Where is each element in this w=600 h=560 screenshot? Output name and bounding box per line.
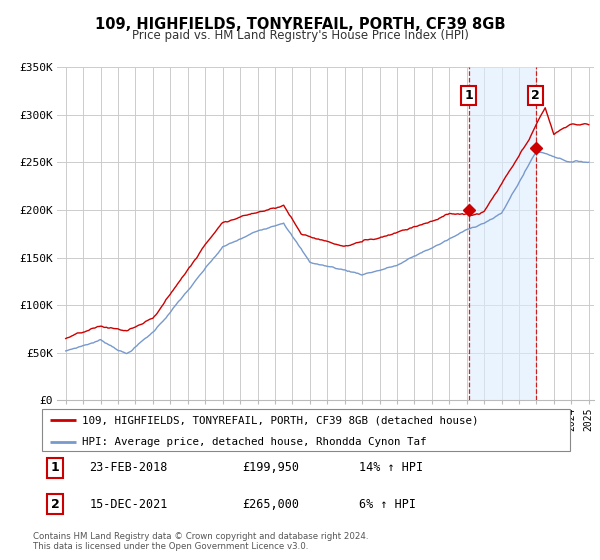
Text: 109, HIGHFIELDS, TONYREFAIL, PORTH, CF39 8GB: 109, HIGHFIELDS, TONYREFAIL, PORTH, CF39… <box>95 17 505 32</box>
Text: £265,000: £265,000 <box>242 497 299 511</box>
Text: 2: 2 <box>532 89 540 102</box>
FancyBboxPatch shape <box>42 409 570 451</box>
Text: 23-FEB-2018: 23-FEB-2018 <box>89 461 168 474</box>
Bar <box>469 67 536 400</box>
Text: 1: 1 <box>464 89 473 102</box>
Text: £199,950: £199,950 <box>242 461 299 474</box>
Text: 109, HIGHFIELDS, TONYREFAIL, PORTH, CF39 8GB (detached house): 109, HIGHFIELDS, TONYREFAIL, PORTH, CF39… <box>82 415 478 425</box>
Text: 14% ↑ HPI: 14% ↑ HPI <box>359 461 423 474</box>
Text: Price paid vs. HM Land Registry's House Price Index (HPI): Price paid vs. HM Land Registry's House … <box>131 29 469 42</box>
Text: Contains HM Land Registry data © Crown copyright and database right 2024.
This d: Contains HM Land Registry data © Crown c… <box>33 532 368 552</box>
Text: 1: 1 <box>51 461 59 474</box>
Text: 15-DEC-2021: 15-DEC-2021 <box>89 497 168 511</box>
Text: 2: 2 <box>51 497 59 511</box>
Text: 6% ↑ HPI: 6% ↑ HPI <box>359 497 416 511</box>
Text: HPI: Average price, detached house, Rhondda Cynon Taf: HPI: Average price, detached house, Rhon… <box>82 437 426 446</box>
